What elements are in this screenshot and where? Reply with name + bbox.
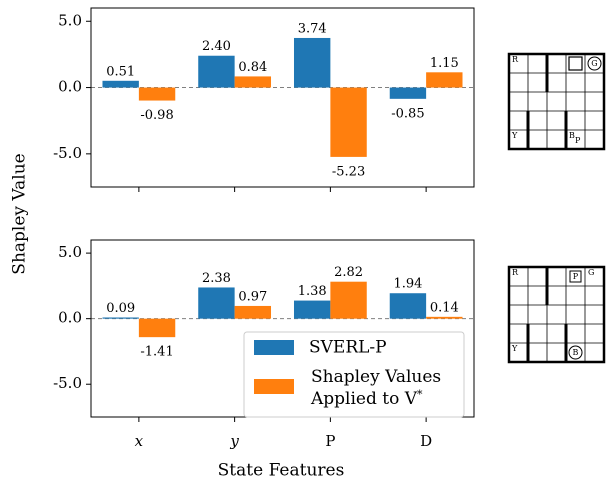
bar-series2-P <box>330 87 367 157</box>
grid-border <box>507 265 606 364</box>
legend-label-shapley-superscript: * <box>417 388 423 401</box>
legend-frame <box>243 331 465 418</box>
data-label: -0.85 <box>391 106 424 121</box>
boxed-letter-icon <box>569 270 582 283</box>
data-label: 1.38 <box>298 284 327 299</box>
bar-series2-y <box>234 305 272 319</box>
data-label: 0.84 <box>238 60 267 75</box>
bar-series1-D <box>389 87 427 99</box>
legend: SVERL-P Shapley Values Applied to V* <box>243 331 465 418</box>
bar-series1-D <box>389 293 427 319</box>
bar-series2-D <box>426 316 463 319</box>
y-tick-label: 0.0 <box>58 78 82 96</box>
bottom-grid-world: R P G Y B <box>507 265 606 364</box>
grid-cell-label: R <box>512 55 519 64</box>
data-label: 0.09 <box>106 301 135 316</box>
grid-cell-subscript: P <box>575 136 581 145</box>
bar-series1-y <box>198 55 235 88</box>
top-grid-world: R G Y BP <box>507 52 606 151</box>
grid-cell-label: B <box>573 348 579 357</box>
data-label: 2.38 <box>202 271 231 286</box>
data-label: 2.40 <box>202 39 231 54</box>
x-tick-label: P <box>325 432 335 450</box>
grid-background <box>509 54 604 149</box>
legend-label-shapley: Shapley Values <box>311 367 441 387</box>
legend-label-shapley-line2-text: Applied to V <box>310 389 418 409</box>
bar-series2-D <box>426 72 463 88</box>
top-bar-chart: 0.51 2.40 3.74 -0.85 -0.98 0.84 -5.23 1.15 5.0 0.… <box>53 7 475 192</box>
x-tick-label: D <box>420 432 432 450</box>
data-label: 0.14 <box>430 300 459 315</box>
data-label: 0.51 <box>106 64 135 79</box>
data-label: 3.74 <box>298 21 327 36</box>
y-axis-title: Shapley Value <box>10 153 30 274</box>
legend-label-sverl: SVERL-P <box>309 338 387 358</box>
bar-series1-x <box>102 317 139 319</box>
data-label: 1.15 <box>430 56 459 71</box>
data-label: 1.94 <box>393 277 422 292</box>
data-label: 2.82 <box>334 265 363 280</box>
bar-series1-P <box>293 300 331 319</box>
grid-border <box>507 52 606 151</box>
legend-label-shapley-line2: Applied to V* <box>310 388 423 409</box>
data-label: -1.41 <box>140 345 173 360</box>
bar-series1-P <box>293 37 331 88</box>
y-tick-label: -5.0 <box>53 374 82 392</box>
grid-background <box>509 267 604 362</box>
grid-cell-label: G <box>588 268 594 277</box>
x-tick-label: x <box>135 432 144 450</box>
circled-letter-icon <box>587 56 602 71</box>
y-tick-label: 5.0 <box>58 11 82 29</box>
bar-series2-y <box>234 76 272 88</box>
grid-cell-label: B <box>569 131 575 140</box>
grid-cell-label: P <box>573 272 579 281</box>
legend-swatch-sverl <box>254 340 294 355</box>
circled-letter-icon <box>568 345 583 360</box>
y-tick-label: -5.0 <box>53 144 82 162</box>
grid-cell-label: Y <box>511 131 518 140</box>
bar-series1-y <box>198 287 235 319</box>
y-tick-label: 5.0 <box>58 243 82 261</box>
bar-series2-x <box>138 318 176 338</box>
x-tick-label: y <box>229 432 239 450</box>
grid-cell-label: R <box>512 268 519 277</box>
data-label: 0.97 <box>238 289 267 304</box>
grid-cell-label: G <box>591 59 597 68</box>
legend-swatch-shapley <box>254 379 294 394</box>
y-tick-label: 0.0 <box>58 309 82 327</box>
x-axis-title: State Features <box>218 461 345 481</box>
plot-frame <box>90 7 475 188</box>
data-label: -5.23 <box>332 164 365 179</box>
grid-cell-label: Y <box>511 344 518 353</box>
square-outline-icon <box>568 56 583 71</box>
bar-series2-x <box>138 87 176 101</box>
bar-series2-P <box>330 281 367 319</box>
legend-label-shapley-line1: Shapley Values <box>311 367 441 387</box>
data-label: -0.98 <box>140 108 173 123</box>
bar-series1-x <box>102 80 139 88</box>
